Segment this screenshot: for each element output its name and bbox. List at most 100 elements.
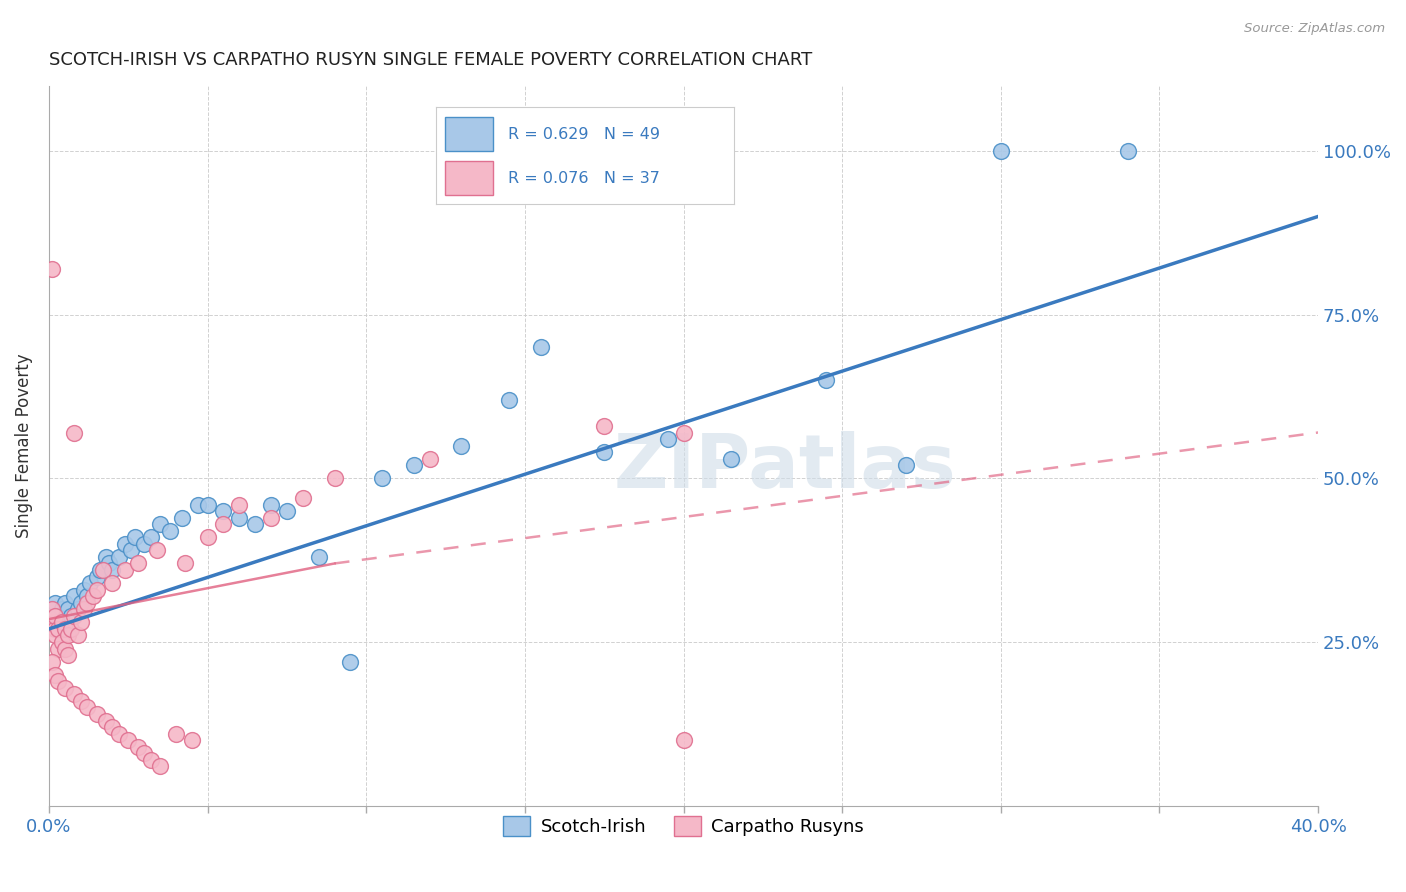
Point <box>60 608 83 623</box>
Point <box>212 504 235 518</box>
Point <box>63 608 86 623</box>
Point <box>56 648 79 662</box>
Point <box>98 557 121 571</box>
Point <box>107 727 129 741</box>
Point <box>657 432 679 446</box>
Point <box>498 392 520 407</box>
Point <box>73 582 96 597</box>
Point <box>53 622 76 636</box>
Point <box>66 628 89 642</box>
Point <box>815 373 838 387</box>
Point <box>94 549 117 564</box>
Point <box>44 667 66 681</box>
Point <box>149 517 172 532</box>
Point <box>76 589 98 603</box>
Point <box>86 706 108 721</box>
Point <box>245 517 267 532</box>
Point <box>56 628 79 642</box>
Point <box>197 530 219 544</box>
Point <box>41 602 63 616</box>
Point <box>593 445 616 459</box>
Point <box>159 524 181 538</box>
Point <box>174 557 197 571</box>
Point <box>63 589 86 603</box>
Point <box>69 694 91 708</box>
Point <box>51 635 73 649</box>
Point <box>990 144 1012 158</box>
Point <box>101 720 124 734</box>
Point <box>66 602 89 616</box>
Point <box>101 576 124 591</box>
Point <box>60 622 83 636</box>
Point <box>323 471 346 485</box>
Text: Source: ZipAtlas.com: Source: ZipAtlas.com <box>1244 22 1385 36</box>
Point <box>260 510 283 524</box>
Point <box>530 340 553 354</box>
Point <box>86 569 108 583</box>
Point <box>63 425 86 440</box>
Point <box>124 530 146 544</box>
Point <box>127 557 149 571</box>
Legend: Scotch-Irish, Carpatho Rusyns: Scotch-Irish, Carpatho Rusyns <box>496 809 872 844</box>
Point <box>44 628 66 642</box>
Point <box>69 615 91 630</box>
Point <box>672 425 695 440</box>
Point <box>114 537 136 551</box>
Point <box>197 498 219 512</box>
Point <box>41 615 63 630</box>
Text: ZIPatlas: ZIPatlas <box>614 431 956 504</box>
Point <box>308 549 330 564</box>
Point <box>94 714 117 728</box>
Point <box>339 655 361 669</box>
Point <box>89 563 111 577</box>
Point <box>228 510 250 524</box>
Point <box>91 563 114 577</box>
Point <box>44 596 66 610</box>
Point <box>121 543 143 558</box>
Point <box>51 602 73 616</box>
Point <box>82 589 104 603</box>
Point <box>41 261 63 276</box>
Point <box>44 608 66 623</box>
Point <box>672 733 695 747</box>
Point <box>53 681 76 695</box>
Point <box>593 419 616 434</box>
Point <box>76 700 98 714</box>
Point <box>127 739 149 754</box>
Text: SCOTCH-IRISH VS CARPATHO RUSYN SINGLE FEMALE POVERTY CORRELATION CHART: SCOTCH-IRISH VS CARPATHO RUSYN SINGLE FE… <box>49 51 813 69</box>
Point <box>402 458 425 473</box>
Y-axis label: Single Female Poverty: Single Female Poverty <box>15 353 32 538</box>
Point <box>187 498 209 512</box>
Point <box>44 622 66 636</box>
Point <box>69 596 91 610</box>
Point <box>720 451 742 466</box>
Point <box>56 602 79 616</box>
Point <box>63 687 86 701</box>
Point <box>48 674 70 689</box>
Point <box>101 563 124 577</box>
Point <box>419 451 441 466</box>
Point <box>146 543 169 558</box>
Point <box>894 458 917 473</box>
Point <box>79 576 101 591</box>
Point <box>44 615 66 630</box>
Point <box>276 504 298 518</box>
Point <box>165 727 187 741</box>
Point <box>48 641 70 656</box>
Point <box>53 641 76 656</box>
Point <box>76 596 98 610</box>
Point <box>48 622 70 636</box>
Point <box>114 563 136 577</box>
Point <box>212 517 235 532</box>
Point <box>48 608 70 623</box>
Point <box>134 747 156 761</box>
Point <box>86 582 108 597</box>
Point <box>134 537 156 551</box>
Point <box>139 753 162 767</box>
Point <box>1116 144 1139 158</box>
Point <box>139 530 162 544</box>
Point <box>41 655 63 669</box>
Point <box>117 733 139 747</box>
Point <box>107 549 129 564</box>
Point <box>73 602 96 616</box>
